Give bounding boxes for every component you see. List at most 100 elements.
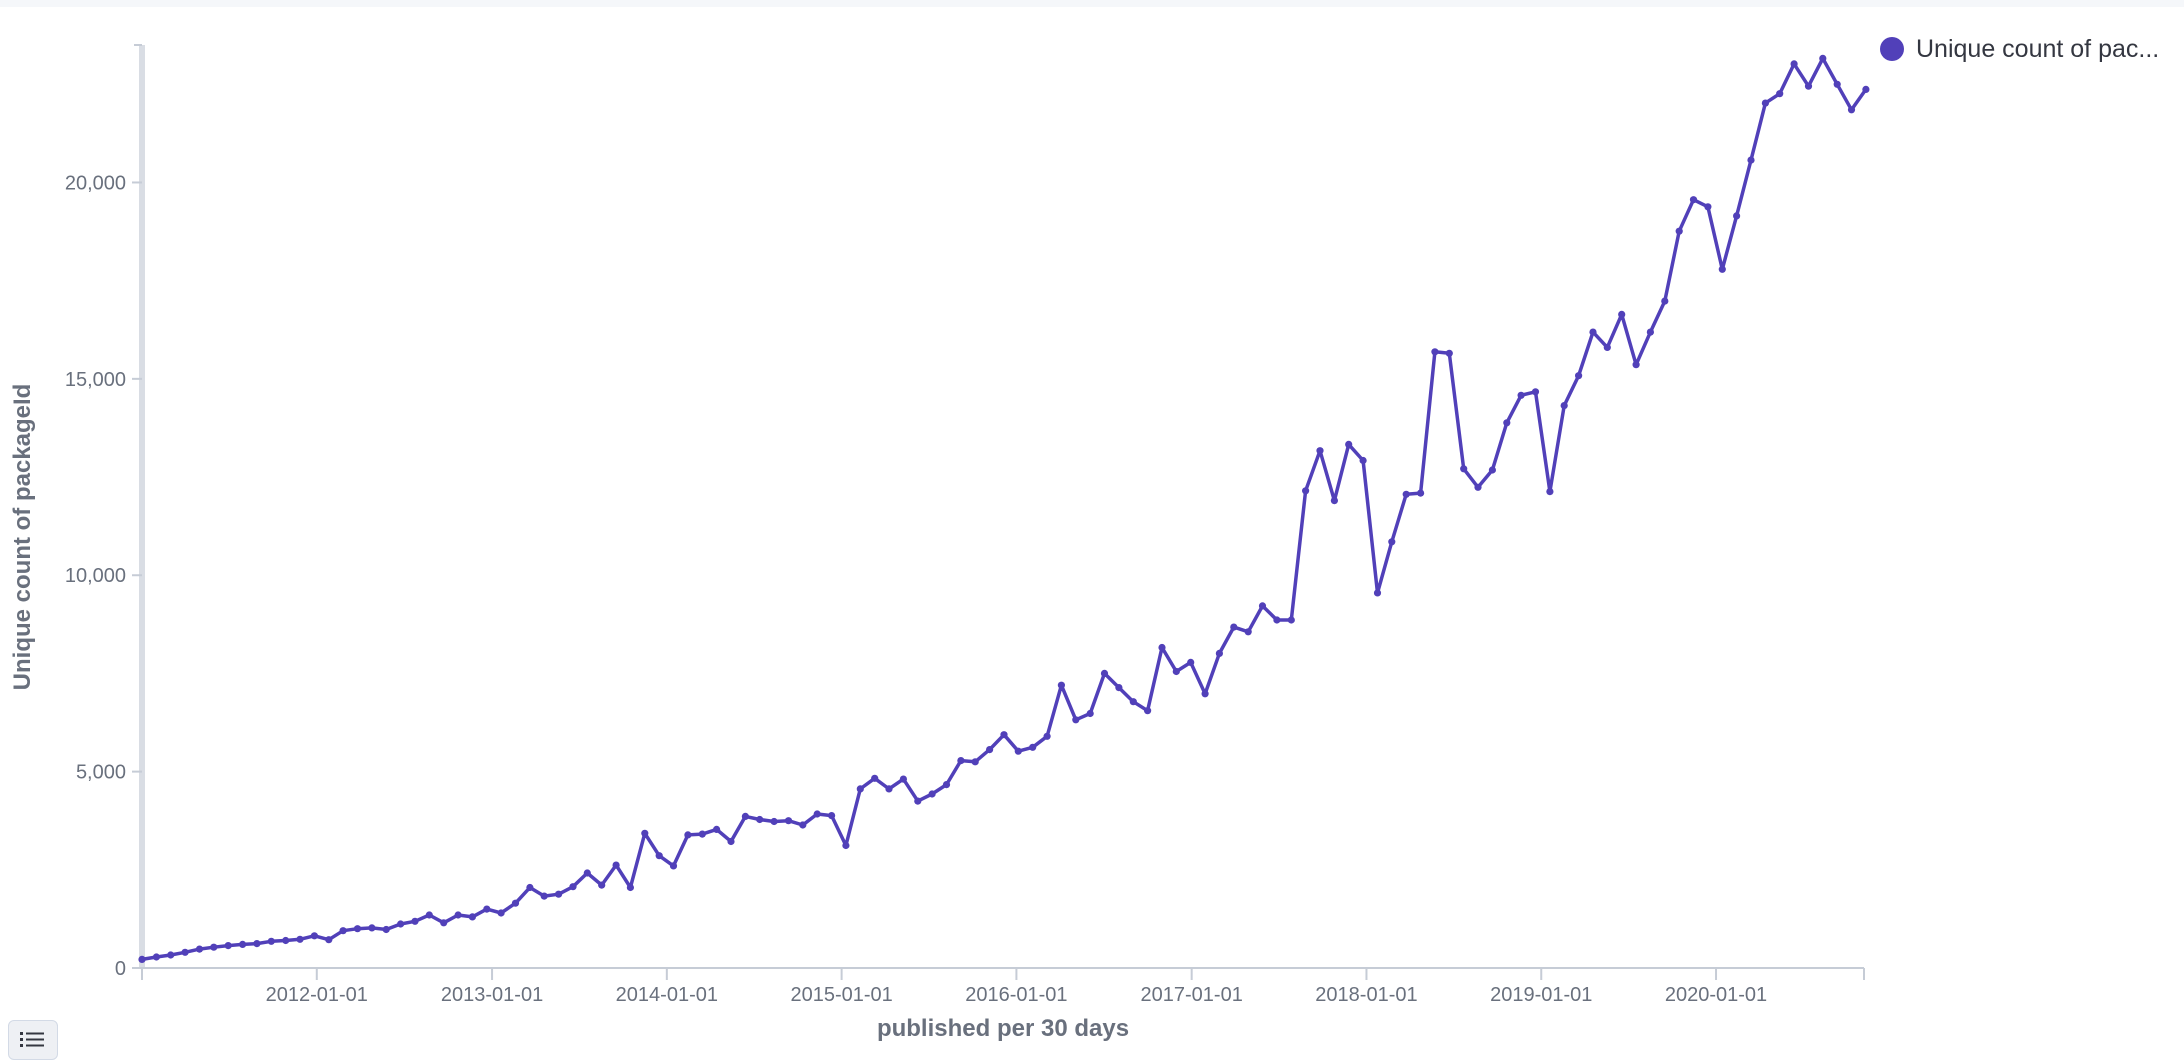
data-point — [382, 925, 390, 934]
data-point — [210, 943, 218, 951]
data-point — [799, 821, 807, 829]
data-point — [1790, 60, 1798, 68]
data-point — [1531, 388, 1540, 396]
data-point — [770, 817, 778, 826]
data-point — [1244, 628, 1252, 636]
y-tick-label: 15,000 — [65, 369, 126, 391]
data-point — [871, 774, 879, 782]
data-point — [325, 936, 333, 944]
data-point — [1172, 667, 1180, 676]
top-strip — [0, 0, 2184, 7]
data-point — [684, 831, 692, 839]
x-tick-label: 2018-01-01 — [1315, 984, 1417, 1006]
data-point — [1057, 681, 1065, 689]
series-line — [141, 56, 1868, 962]
data-point — [1258, 602, 1267, 610]
data-point — [1733, 212, 1741, 220]
data-point — [1603, 343, 1611, 351]
y-tick-label: 0 — [115, 958, 126, 980]
data-point — [511, 899, 520, 907]
data-point — [1417, 489, 1425, 497]
data-point — [1029, 743, 1037, 751]
data-point — [152, 953, 160, 961]
data-point — [1201, 690, 1209, 698]
data-point — [1704, 203, 1712, 211]
data-point — [1575, 372, 1583, 380]
data-point — [1273, 616, 1281, 624]
data-point — [1014, 747, 1022, 755]
data-point — [1474, 483, 1482, 491]
y-tick-label: 10,000 — [65, 565, 126, 587]
y-tick-label: 20,000 — [65, 172, 126, 194]
x-tick-label: 2019-01-01 — [1490, 984, 1592, 1006]
data-point — [267, 937, 275, 945]
data-point — [1618, 310, 1626, 318]
data-point — [1345, 440, 1353, 448]
data-point — [1560, 402, 1568, 410]
data-point — [1230, 623, 1238, 631]
data-point — [454, 911, 462, 919]
data-point — [626, 883, 635, 892]
list-icon — [20, 1032, 44, 1047]
data-point — [784, 817, 793, 825]
data-point — [468, 913, 476, 921]
data-point — [1100, 669, 1109, 678]
data-point — [1862, 85, 1870, 93]
data-point — [1776, 90, 1784, 98]
data-point — [555, 890, 563, 898]
data-point — [425, 911, 433, 919]
legend-toggle-button[interactable] — [8, 1020, 58, 1060]
data-point — [1761, 99, 1769, 107]
data-point — [971, 758, 979, 766]
data-point — [698, 830, 706, 838]
data-point — [1546, 488, 1554, 496]
data-point — [942, 781, 951, 789]
data-point — [526, 883, 534, 892]
data-point — [310, 932, 318, 940]
data-point — [569, 883, 577, 891]
data-point — [1847, 106, 1856, 114]
data-point — [885, 785, 893, 793]
data-point — [353, 925, 362, 933]
series-layer — [138, 54, 1870, 964]
data-point — [1589, 328, 1597, 336]
data-point — [856, 785, 864, 793]
legend-item[interactable]: Unique count of pac... — [1880, 34, 2159, 64]
data-point — [339, 927, 347, 935]
data-point — [1330, 497, 1338, 505]
x-tick-label: 2020-01-01 — [1665, 984, 1767, 1006]
y-tick-label: 5,000 — [76, 762, 126, 784]
data-point — [713, 825, 721, 834]
data-point — [1747, 156, 1755, 164]
data-point — [1517, 391, 1525, 399]
data-point — [397, 920, 405, 928]
data-point — [842, 841, 850, 850]
data-point — [1388, 538, 1396, 546]
x-axis: 2012-01-01 2013-01-01 2014-01-01 2015-01-01… — [141, 967, 1865, 1006]
data-point — [1431, 348, 1439, 356]
data-point — [655, 852, 663, 860]
data-point — [167, 951, 175, 959]
data-point — [483, 905, 491, 913]
legend-label: Unique count of pac... — [1916, 34, 2160, 63]
data-point — [727, 837, 735, 846]
data-point — [1000, 731, 1008, 739]
data-point — [828, 812, 836, 820]
legend-color-dot — [1880, 37, 1904, 61]
data-point — [282, 936, 290, 945]
data-point — [195, 945, 204, 953]
data-point — [181, 948, 189, 956]
x-tick-label: 2017-01-01 — [1141, 984, 1243, 1006]
data-point — [1646, 328, 1654, 336]
data-point — [1072, 716, 1080, 724]
x-tick-label: 2014-01-01 — [616, 984, 718, 1006]
data-point — [756, 815, 764, 824]
x-axis-title: published per 30 days — [877, 1015, 1129, 1042]
x-tick-label: 2016-01-01 — [965, 984, 1067, 1006]
data-point — [239, 940, 247, 949]
data-point — [986, 746, 994, 754]
x-tick-label: 2012-01-01 — [266, 984, 368, 1006]
data-point — [1215, 649, 1223, 658]
data-point — [1833, 80, 1841, 88]
